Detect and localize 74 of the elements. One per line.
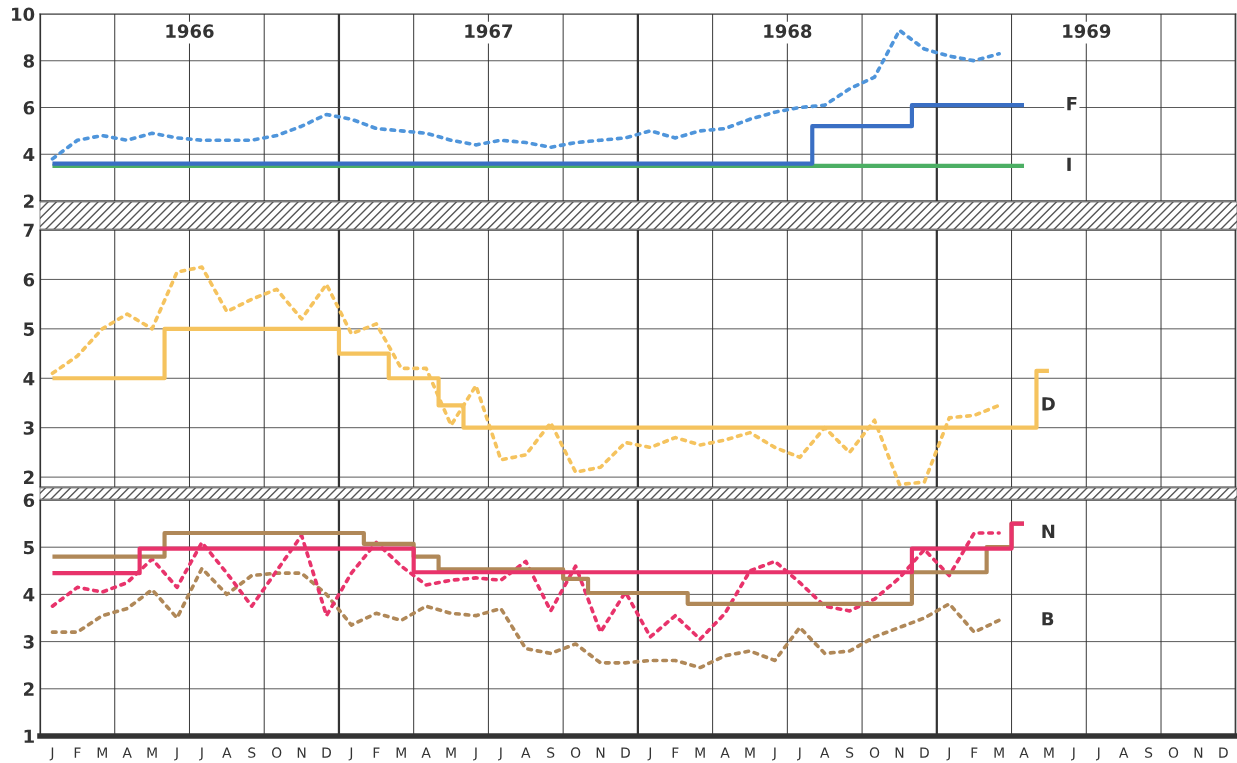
- y-tick-label: 1: [24, 729, 34, 743]
- y-tick-label: 10: [12, 7, 35, 22]
- x-tick-label: M: [97, 747, 107, 758]
- x-tick-label: J: [174, 747, 178, 761]
- text: D: [1042, 397, 1055, 411]
- y-tick-label: 3: [23, 635, 34, 649]
- x-tick-label: N: [596, 747, 605, 758]
- x-tick-label: M: [695, 747, 705, 758]
- x-tick-label: D: [322, 747, 332, 758]
- y-tick-label: 7: [23, 223, 34, 237]
- x-tick-label: J: [498, 747, 502, 761]
- x-tick-label: A: [1019, 747, 1029, 758]
- annotation: 1967: [465, 24, 513, 38]
- text: F: [1067, 96, 1077, 111]
- annotation: 1968: [764, 24, 812, 38]
- y-tick-label: 8: [23, 54, 35, 68]
- x-tick-label: S: [846, 747, 854, 758]
- x-tick-label: A: [1119, 747, 1129, 758]
- y-tick-label: 4: [23, 588, 35, 602]
- x-tick-label: O: [570, 747, 581, 758]
- x-tick-label: J: [1095, 747, 1100, 761]
- x-tick-label: F: [373, 747, 380, 758]
- text: I: [1067, 157, 1071, 171]
- annotation: 1969: [1063, 24, 1111, 38]
- x-tick-label: F: [971, 747, 978, 758]
- x-tick-label: M: [994, 747, 1004, 758]
- x-tick-label: J: [1071, 747, 1075, 761]
- x-tick-label: A: [222, 747, 232, 758]
- x-tick-label: S: [248, 747, 256, 758]
- y-tick-label: 2: [24, 194, 34, 208]
- y-tick-label: 5: [23, 540, 34, 555]
- x-tick-label: M: [396, 747, 406, 758]
- x-tick-label: A: [720, 747, 730, 758]
- y-tick-label: 2: [24, 470, 34, 484]
- y-tick-label: 2: [24, 682, 34, 696]
- y-tick-label: 3: [23, 421, 34, 435]
- x-tick-label: N: [297, 747, 306, 758]
- x-tick-label: F: [74, 747, 81, 758]
- x-tick-label: M: [147, 747, 157, 758]
- text: N: [1042, 524, 1055, 539]
- x-tick-label: J: [797, 747, 801, 761]
- x-tick-label: D: [920, 747, 929, 758]
- x-tick-label: O: [271, 747, 282, 758]
- y-tick-label: 4: [23, 147, 35, 162]
- x-tick-label: N: [1194, 747, 1203, 758]
- x-tick-label: S: [547, 747, 555, 758]
- x-tick-label: A: [421, 747, 431, 758]
- x-tick-label: F: [672, 747, 679, 758]
- y-tick-label: 6: [23, 100, 35, 115]
- x-tick-label: M: [446, 747, 456, 758]
- y-tick-label: 6: [23, 272, 35, 287]
- x-tick-label: J: [199, 747, 203, 761]
- x-tick-label: A: [521, 747, 531, 758]
- text: B: [1042, 612, 1054, 626]
- x-tick-label: D: [621, 747, 630, 758]
- x-tick-label: S: [1145, 747, 1153, 758]
- x-tick-label: J: [348, 747, 353, 761]
- x-tick-label: O: [869, 747, 880, 758]
- x-tick-label: J: [49, 747, 54, 761]
- x-tick-label: A: [122, 747, 132, 758]
- y-tick-label: 4: [23, 371, 35, 386]
- x-tick-label: A: [820, 747, 830, 758]
- x-tick-label: M: [1044, 747, 1054, 758]
- x-tick-label: J: [946, 747, 950, 761]
- x-tick-label: J: [473, 747, 477, 761]
- annotation: 1966: [166, 24, 214, 38]
- x-tick-label: D: [1219, 747, 1228, 758]
- x-tick-label: J: [647, 747, 652, 761]
- x-tick-label: O: [1168, 747, 1179, 758]
- x-tick-label: N: [895, 747, 904, 758]
- x-tick-label: M: [745, 747, 755, 758]
- y-tick-label: 5: [23, 322, 34, 336]
- y-tick-label: 6: [23, 493, 35, 508]
- x-tick-label: J: [772, 747, 776, 761]
